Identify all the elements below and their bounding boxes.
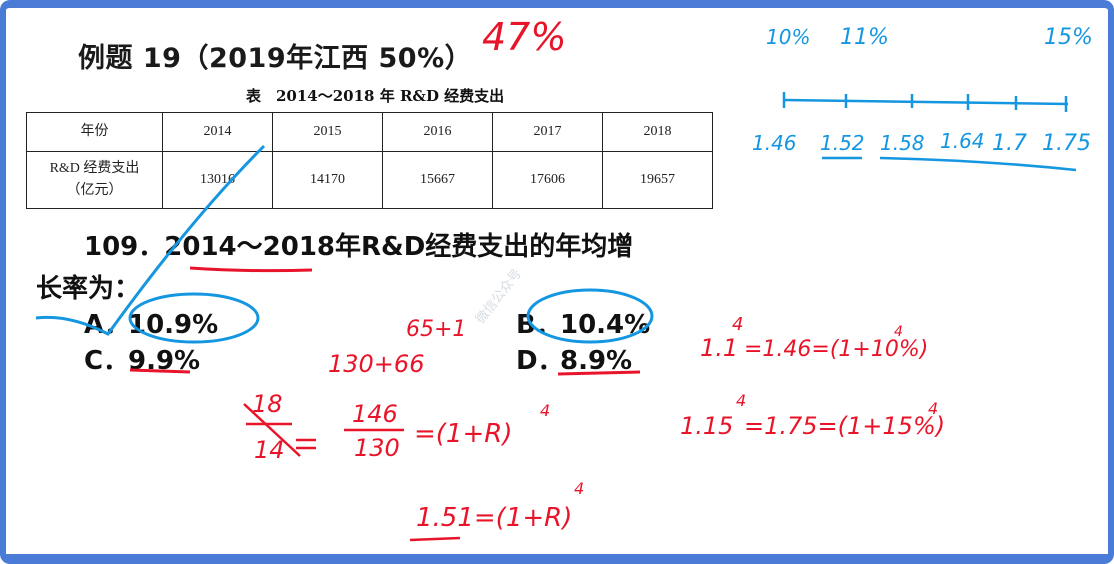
row-label-line1: R&D 经费支出 xyxy=(49,161,140,176)
blue-circle-option-a xyxy=(128,292,260,344)
value-cell: 17606 xyxy=(492,151,603,209)
red-note-sum: 130+66 xyxy=(328,350,424,378)
value-cell: 19657 xyxy=(602,151,713,209)
red-eq5-exponent: 4 xyxy=(736,391,746,410)
table-header-row: 年份 2014 2015 2016 2017 2018 xyxy=(26,112,713,152)
red-note-add: 65+1 xyxy=(406,317,466,342)
row-label-line2: （亿元） xyxy=(66,183,123,198)
year-cell: 2018 xyxy=(602,112,713,152)
red-frac-numerator: 18 xyxy=(252,390,283,418)
red-equals xyxy=(296,438,316,450)
blue-scale-line xyxy=(783,98,1069,106)
red-eq3-exponent: 4 xyxy=(574,479,584,498)
rd-expenditure-table: 年份 2014 2015 2016 2017 2018 R&D 经费支出 （亿元… xyxy=(26,112,713,209)
red-eq3-underline xyxy=(409,536,461,542)
year-cell: 2016 xyxy=(382,112,493,152)
option-letter: B． xyxy=(516,310,562,340)
option-letter: C． xyxy=(84,346,130,376)
blue-scale-label: 1.58 xyxy=(880,131,925,155)
red-eq-rhs: =(1+R) xyxy=(414,419,512,449)
option-letter: D． xyxy=(516,346,564,376)
blue-scale-label: 1.52 xyxy=(820,131,865,155)
red-note-47: 47% xyxy=(482,15,566,59)
blue-circle-option-b xyxy=(526,288,654,344)
year-cell: 2017 xyxy=(492,112,603,152)
table-caption: 表 2014～2018 年 R&D 经费支出 xyxy=(246,87,505,105)
red-eq-denominator: 130 xyxy=(354,434,400,462)
value-cell: 13016 xyxy=(162,151,273,209)
red-underline-years xyxy=(189,266,313,273)
blue-scale-label: 1.64 xyxy=(940,129,985,153)
red-eq3: 1.51=(1+R) xyxy=(416,503,572,533)
blue-scale-underline xyxy=(822,156,1077,172)
blue-scale-label: 1.75 xyxy=(1042,131,1091,156)
value-cell: 14170 xyxy=(272,151,383,209)
red-eq5-base: 1.15 xyxy=(680,412,733,440)
blue-scale-label: 1.46 xyxy=(752,131,797,155)
red-frac-denominator: 14 xyxy=(254,436,285,464)
blue-note-10: 10% xyxy=(766,25,810,49)
red-eq4-base: 1.1 xyxy=(700,334,738,362)
blue-scale-ticks xyxy=(782,92,1068,112)
red-eq4-rest: =1.46=(1+10%) xyxy=(744,337,928,362)
table-value-row: R&D 经费支出 （亿元） 13016 14170 15667 17606 19… xyxy=(26,151,713,209)
row-label-cell: R&D 经费支出 （亿元） xyxy=(26,151,163,209)
red-eq4-exponent2: 4 xyxy=(894,324,903,340)
blue-note-11: 11% xyxy=(840,25,889,50)
red-eq5-rest: =1.75=(1+15%) xyxy=(744,412,945,440)
red-eq-exponent: 4 xyxy=(540,401,550,420)
option-text: 10.9% xyxy=(128,310,219,340)
red-eq5-exponent2: 4 xyxy=(928,399,938,418)
value-cell: 15667 xyxy=(382,151,493,209)
blue-checkmark xyxy=(35,144,266,336)
page-title: 例题 19（2019年江西 50%） xyxy=(78,43,473,74)
question-line2: 长率为： xyxy=(36,274,141,304)
blue-scale-label: 1.7 xyxy=(992,131,1027,156)
red-cross-out xyxy=(243,403,301,457)
red-underline-option-d xyxy=(557,370,641,376)
blue-note-15: 15% xyxy=(1044,25,1093,50)
red-underline-option-c xyxy=(129,368,191,374)
red-eq-numerator: 146 xyxy=(352,400,398,428)
red-eq4-exponent: 4 xyxy=(732,314,743,335)
